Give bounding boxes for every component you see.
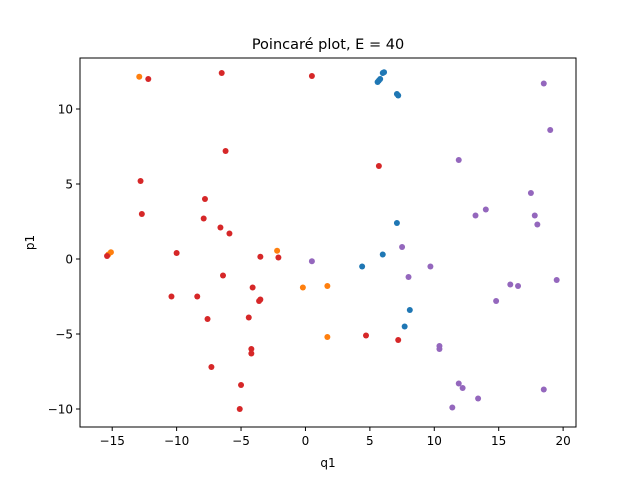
data-point xyxy=(381,69,388,76)
data-point xyxy=(274,247,281,254)
data-point xyxy=(136,73,143,80)
data-point xyxy=(540,80,547,87)
data-point xyxy=(375,163,382,169)
data-point xyxy=(245,314,252,321)
data-point xyxy=(226,230,233,237)
data-point xyxy=(472,212,479,219)
data-point xyxy=(359,263,366,270)
data-point xyxy=(194,293,201,300)
data-point xyxy=(168,293,175,300)
data-point xyxy=(248,346,255,352)
data-point xyxy=(256,298,263,304)
data-point xyxy=(236,406,243,412)
data-point xyxy=(515,283,522,289)
data-point xyxy=(201,196,208,202)
x-tick-label: 10 xyxy=(427,434,442,448)
data-point xyxy=(249,284,256,291)
data-point xyxy=(238,382,245,388)
data-point xyxy=(324,334,331,340)
x-tick-label: 20 xyxy=(555,434,570,448)
chart-title: Poincaré plot, E = 40 xyxy=(252,37,404,53)
data-point xyxy=(547,127,554,133)
x-tick-label: 0 xyxy=(302,434,310,448)
data-point xyxy=(248,350,255,357)
y-axis-label: p1 xyxy=(23,235,37,250)
axis-ticks: −15 −10 −5 0 5 10 15 20 −10 −5 0 5 10 xyxy=(48,103,571,449)
data-point xyxy=(200,215,207,222)
data-point xyxy=(395,337,402,343)
data-point xyxy=(507,281,514,288)
data-point xyxy=(137,178,144,184)
data-point xyxy=(449,404,456,411)
data-point xyxy=(393,220,400,226)
data-point xyxy=(220,272,226,279)
y-tick-label: 0 xyxy=(65,253,73,267)
x-tick-label: −5 xyxy=(232,434,250,448)
data-point xyxy=(493,298,500,304)
data-point xyxy=(308,73,315,79)
data-point xyxy=(531,212,538,219)
data-point xyxy=(299,284,306,291)
data-point xyxy=(427,263,434,270)
data-point xyxy=(208,364,215,370)
data-point xyxy=(540,386,547,393)
scatter-points xyxy=(104,69,560,412)
x-axis-label: q1 xyxy=(320,456,335,470)
data-point xyxy=(455,157,462,163)
y-tick-label: 10 xyxy=(58,103,73,117)
data-point xyxy=(436,346,443,352)
x-tick-label: 5 xyxy=(366,434,374,448)
data-point xyxy=(455,380,462,387)
data-point xyxy=(405,274,412,280)
data-point xyxy=(145,76,152,82)
data-point xyxy=(482,206,489,213)
y-tick-label: −10 xyxy=(48,403,73,417)
data-point xyxy=(401,323,408,330)
data-point xyxy=(379,251,386,258)
data-point xyxy=(218,70,225,76)
y-tick-label: 5 xyxy=(65,178,73,192)
data-point xyxy=(204,316,211,322)
data-point xyxy=(222,148,229,154)
data-point xyxy=(308,258,315,265)
x-tick-label: 15 xyxy=(491,434,506,448)
data-point xyxy=(395,92,402,99)
data-point xyxy=(459,385,466,391)
data-point xyxy=(173,250,180,256)
data-point xyxy=(534,221,541,228)
data-point xyxy=(217,224,224,231)
x-tick-label: −15 xyxy=(100,434,125,448)
data-point xyxy=(377,76,384,82)
data-point xyxy=(399,244,406,250)
data-point xyxy=(363,332,370,339)
data-point xyxy=(324,283,331,289)
data-point xyxy=(104,253,111,259)
data-point xyxy=(275,254,282,261)
data-point xyxy=(475,395,482,402)
y-tick-label: −5 xyxy=(55,328,73,342)
data-point xyxy=(553,277,560,283)
data-point xyxy=(138,211,145,217)
data-point xyxy=(406,307,413,313)
data-point xyxy=(527,190,534,196)
data-point xyxy=(257,253,264,260)
x-tick-label: −10 xyxy=(164,434,189,448)
plot-frame xyxy=(79,57,577,428)
